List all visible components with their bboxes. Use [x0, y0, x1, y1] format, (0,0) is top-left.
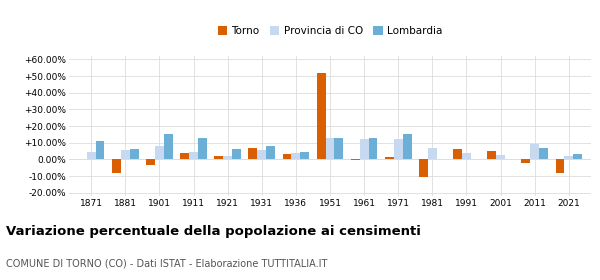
Bar [403, 134, 412, 159]
Bar [359, 139, 368, 159]
Bar [462, 153, 471, 159]
Legend: Torno, Provincia di CO, Lombardia: Torno, Provincia di CO, Lombardia [214, 22, 446, 40]
Bar [283, 154, 292, 159]
Bar [539, 148, 548, 159]
Bar [419, 159, 428, 177]
Bar [248, 148, 257, 159]
Bar [232, 149, 241, 159]
Bar [146, 159, 155, 165]
Bar [121, 150, 130, 159]
Bar [351, 159, 359, 160]
Bar [112, 159, 121, 173]
Bar [326, 139, 334, 159]
Bar [521, 159, 530, 163]
Bar [565, 156, 573, 159]
Text: COMUNE DI TORNO (CO) - Dati ISTAT - Elaborazione TUTTITALIA.IT: COMUNE DI TORNO (CO) - Dati ISTAT - Elab… [6, 259, 328, 269]
Bar [155, 146, 164, 159]
Bar [301, 152, 309, 159]
Bar [385, 157, 394, 159]
Bar [198, 138, 207, 159]
Bar [496, 155, 505, 159]
Bar [453, 149, 462, 159]
Bar [428, 148, 437, 159]
Bar [292, 153, 301, 159]
Bar [257, 150, 266, 159]
Bar [317, 73, 326, 159]
Bar [164, 134, 173, 159]
Bar [214, 156, 223, 159]
Bar [394, 139, 403, 159]
Bar [556, 159, 565, 174]
Bar [223, 156, 232, 159]
Bar [530, 144, 539, 159]
Bar [368, 139, 377, 159]
Bar [130, 149, 139, 159]
Bar [180, 153, 189, 159]
Bar [87, 152, 95, 159]
Bar [573, 154, 582, 159]
Text: Variazione percentuale della popolazione ai censimenti: Variazione percentuale della popolazione… [6, 225, 421, 238]
Bar [266, 146, 275, 159]
Bar [487, 151, 496, 159]
Bar [334, 139, 343, 159]
Bar [189, 152, 198, 159]
Bar [95, 141, 104, 159]
